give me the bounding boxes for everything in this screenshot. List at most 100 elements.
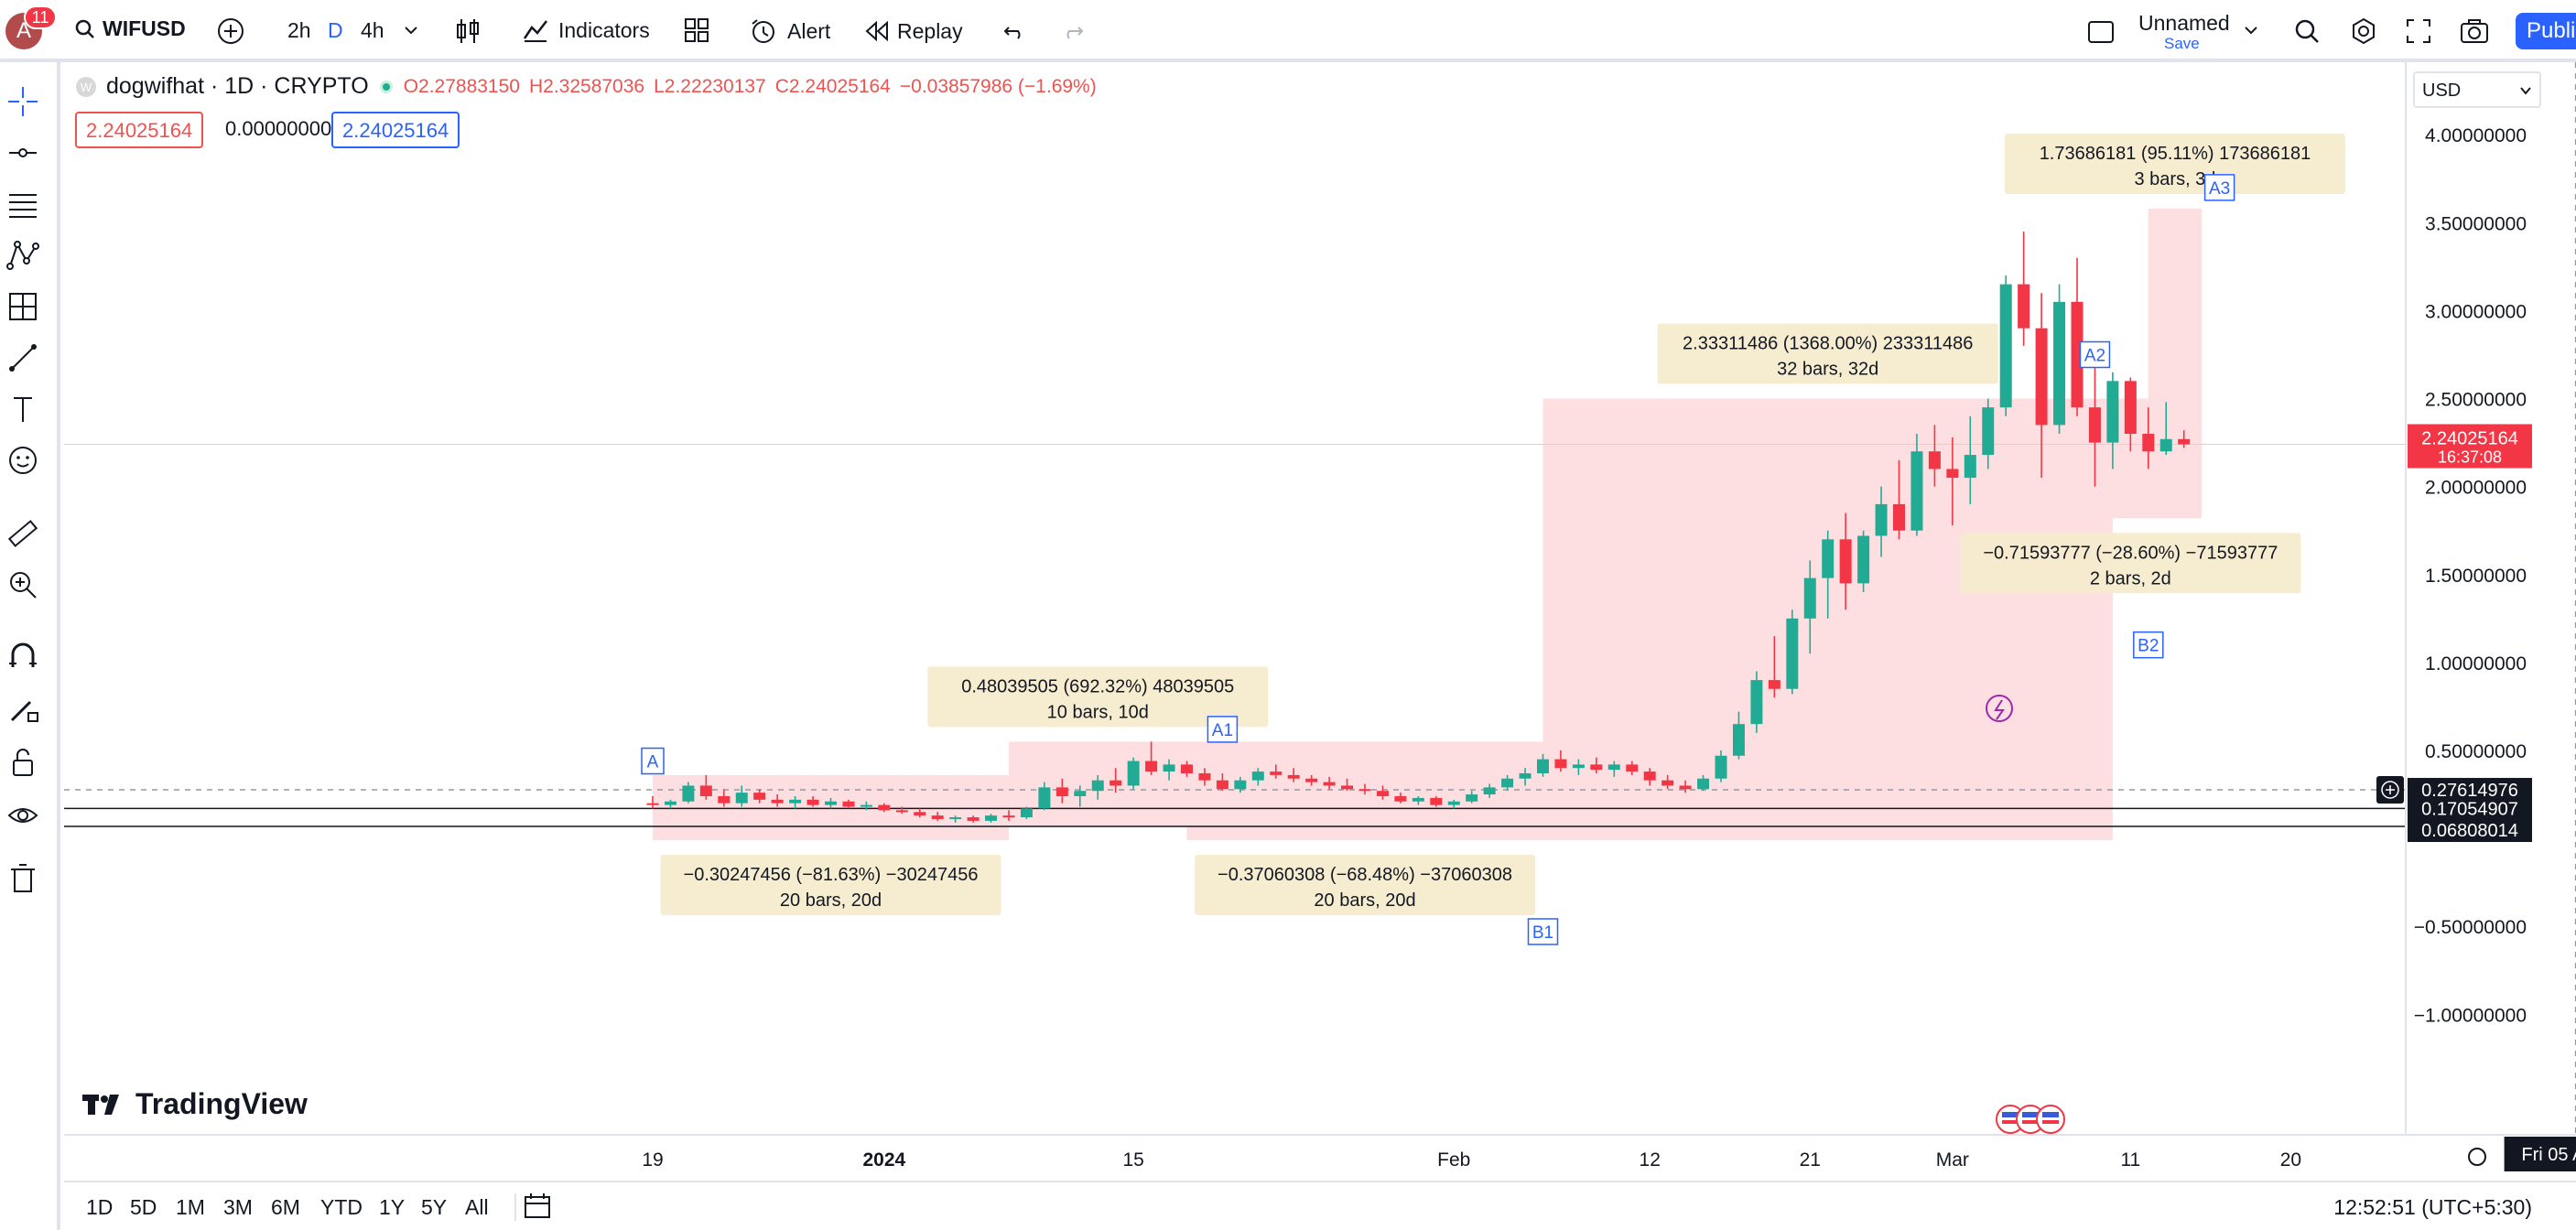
candle-body [1216,780,1228,790]
ruler-tool[interactable] [0,511,46,556]
candle-body [753,793,766,800]
text-tool[interactable] [0,386,46,432]
lock-drawings-tool[interactable] [0,739,46,785]
layout-checkbox[interactable] [2087,18,2115,50]
camera-icon [2461,19,2488,43]
candle-body [2088,407,2101,443]
right-widget-bar[interactable] [2560,73,2576,586]
candle-body [699,785,712,796]
snapshot-button[interactable] [2459,16,2490,50]
measure-label-box [1195,855,1535,916]
alert-label: Alert [787,18,831,43]
compare-symbol-button[interactable] [216,16,245,50]
range-3m[interactable]: 3M [223,1195,253,1220]
measure-label-bars: 20 bars, 20d [780,890,882,911]
candle-body [1910,451,1923,531]
y-tick-label: 0.50000000 [2425,741,2527,762]
stay-drawing-tool[interactable] [0,686,46,732]
crosshair-icon [8,87,38,116]
eye-icon [7,808,38,823]
candle-body [735,793,748,804]
hline-axis-text: 0.06808014 [2421,821,2518,841]
currency-select[interactable]: USD [2413,71,2541,108]
measure-label-bars: 32 bars, 32d [1777,360,1878,380]
trend-line-tool[interactable] [0,130,46,176]
range-5y[interactable]: 5Y [421,1195,447,1220]
zoom-tool[interactable] [0,562,46,608]
measure-label-value: 0.48039505 (692.32%) 48039505 [961,676,1234,696]
candle-body [1697,778,1710,790]
templates-button[interactable] [683,16,710,49]
candle-body [1323,782,1336,786]
time-axis[interactable]: 19202415Feb1221Mar112015Fri 05 Apr '24 [64,1134,2576,1171]
range-label: 5D [130,1195,157,1219]
us-flag-stripe [2022,1120,2039,1124]
symbol-search-button[interactable]: WIFUSD [73,16,186,41]
projection-tool[interactable] [0,284,46,329]
candle-body [2035,328,2048,426]
hline-axis-text: 0.17054907 [2421,799,2518,819]
price-chart[interactable]: −0.30247456 (−81.63%) −30247456 20 bars, … [64,62,2576,1179]
pattern-tool[interactable] [0,232,46,278]
bid-box[interactable]: 2.24025164 [75,112,204,148]
crosshair-tool[interactable] [0,79,46,124]
pattern-icon [6,241,39,270]
candle-body [842,801,855,807]
fib-lines-icon [9,194,37,218]
fullscreen-button[interactable] [2404,16,2433,50]
interval-4h[interactable]: 4h [361,18,384,43]
layout-name[interactable]: Unnamed [2138,11,2230,35]
range-1y[interactable]: 1Y [379,1195,405,1220]
remove-drawings-tool[interactable] [0,855,46,901]
candle-body [1857,535,1870,584]
alert-button[interactable]: Alert [749,16,830,46]
candle-body [1412,797,1424,802]
candle-body [825,801,837,805]
range-5d[interactable]: 5D [130,1195,157,1220]
range-label: 3M [223,1195,253,1219]
measure-label-box [1657,323,1998,384]
y-tick-label: 4.00000000 [2425,125,2527,146]
undo-button[interactable] [1001,18,1027,49]
tradingview-watermark[interactable]: TradingView [82,1087,308,1121]
symbol-title[interactable]: dogwifhat · 1D · CRYPTO [106,73,369,99]
us-flag-stripe [2002,1120,2019,1124]
candle-body [2124,381,2137,434]
range-1m[interactable]: 1M [176,1195,205,1220]
candle-body [1109,780,1122,786]
clock-timezone[interactable]: 12:52:51 (UTC+5:30) [2333,1195,2532,1219]
candle-body [664,801,676,805]
redo-button[interactable] [1060,18,1086,49]
measure-label-box [2004,133,2345,194]
publish-button[interactable]: Publi [2516,13,2576,49]
replay-button[interactable]: Replay [864,18,963,44]
layout-dropdown[interactable] [2243,22,2259,43]
settings-button[interactable] [2349,16,2378,50]
range-1d[interactable]: 1D [86,1195,113,1220]
range-all[interactable]: All [465,1195,489,1220]
range-ytd[interactable]: YTD [320,1195,363,1220]
interval-dropdown[interactable] [403,22,419,43]
go-to-date-button[interactable] [522,1192,555,1227]
magnet-tool[interactable] [0,633,46,679]
emoji-tool[interactable] [0,437,46,483]
interval-2h[interactable]: 2h [287,18,311,43]
candle-body [1020,808,1033,818]
range-6m[interactable]: 6M [271,1195,300,1220]
quick-search-button[interactable] [2292,16,2322,50]
indicators-button[interactable]: Indicators [522,16,650,44]
candle-body [1074,791,1087,796]
x-tick-label: 12 [1640,1149,1661,1171]
ask-box[interactable]: 2.24025164 [331,112,460,148]
interval-d[interactable]: D [328,18,343,43]
point-label-box [2079,340,2111,369]
brush-tool[interactable] [0,335,46,381]
price-axis[interactable]: 4.00000000 3.50000000 3.00000000 2.50000000… [2376,62,2576,1135]
save-label[interactable]: Save [2164,35,2200,52]
fib-tool[interactable] [0,181,46,227]
chart-type-button[interactable] [454,16,482,50]
measure-labels: −0.30247456 (−81.63%) −30247456 20 bars, … [660,133,2345,916]
symbol-logo-icon: W [76,76,96,97]
measure-label-value: 1.73686181 (95.11%) 173686181 [2040,144,2311,164]
hide-drawings-tool[interactable] [0,793,46,838]
